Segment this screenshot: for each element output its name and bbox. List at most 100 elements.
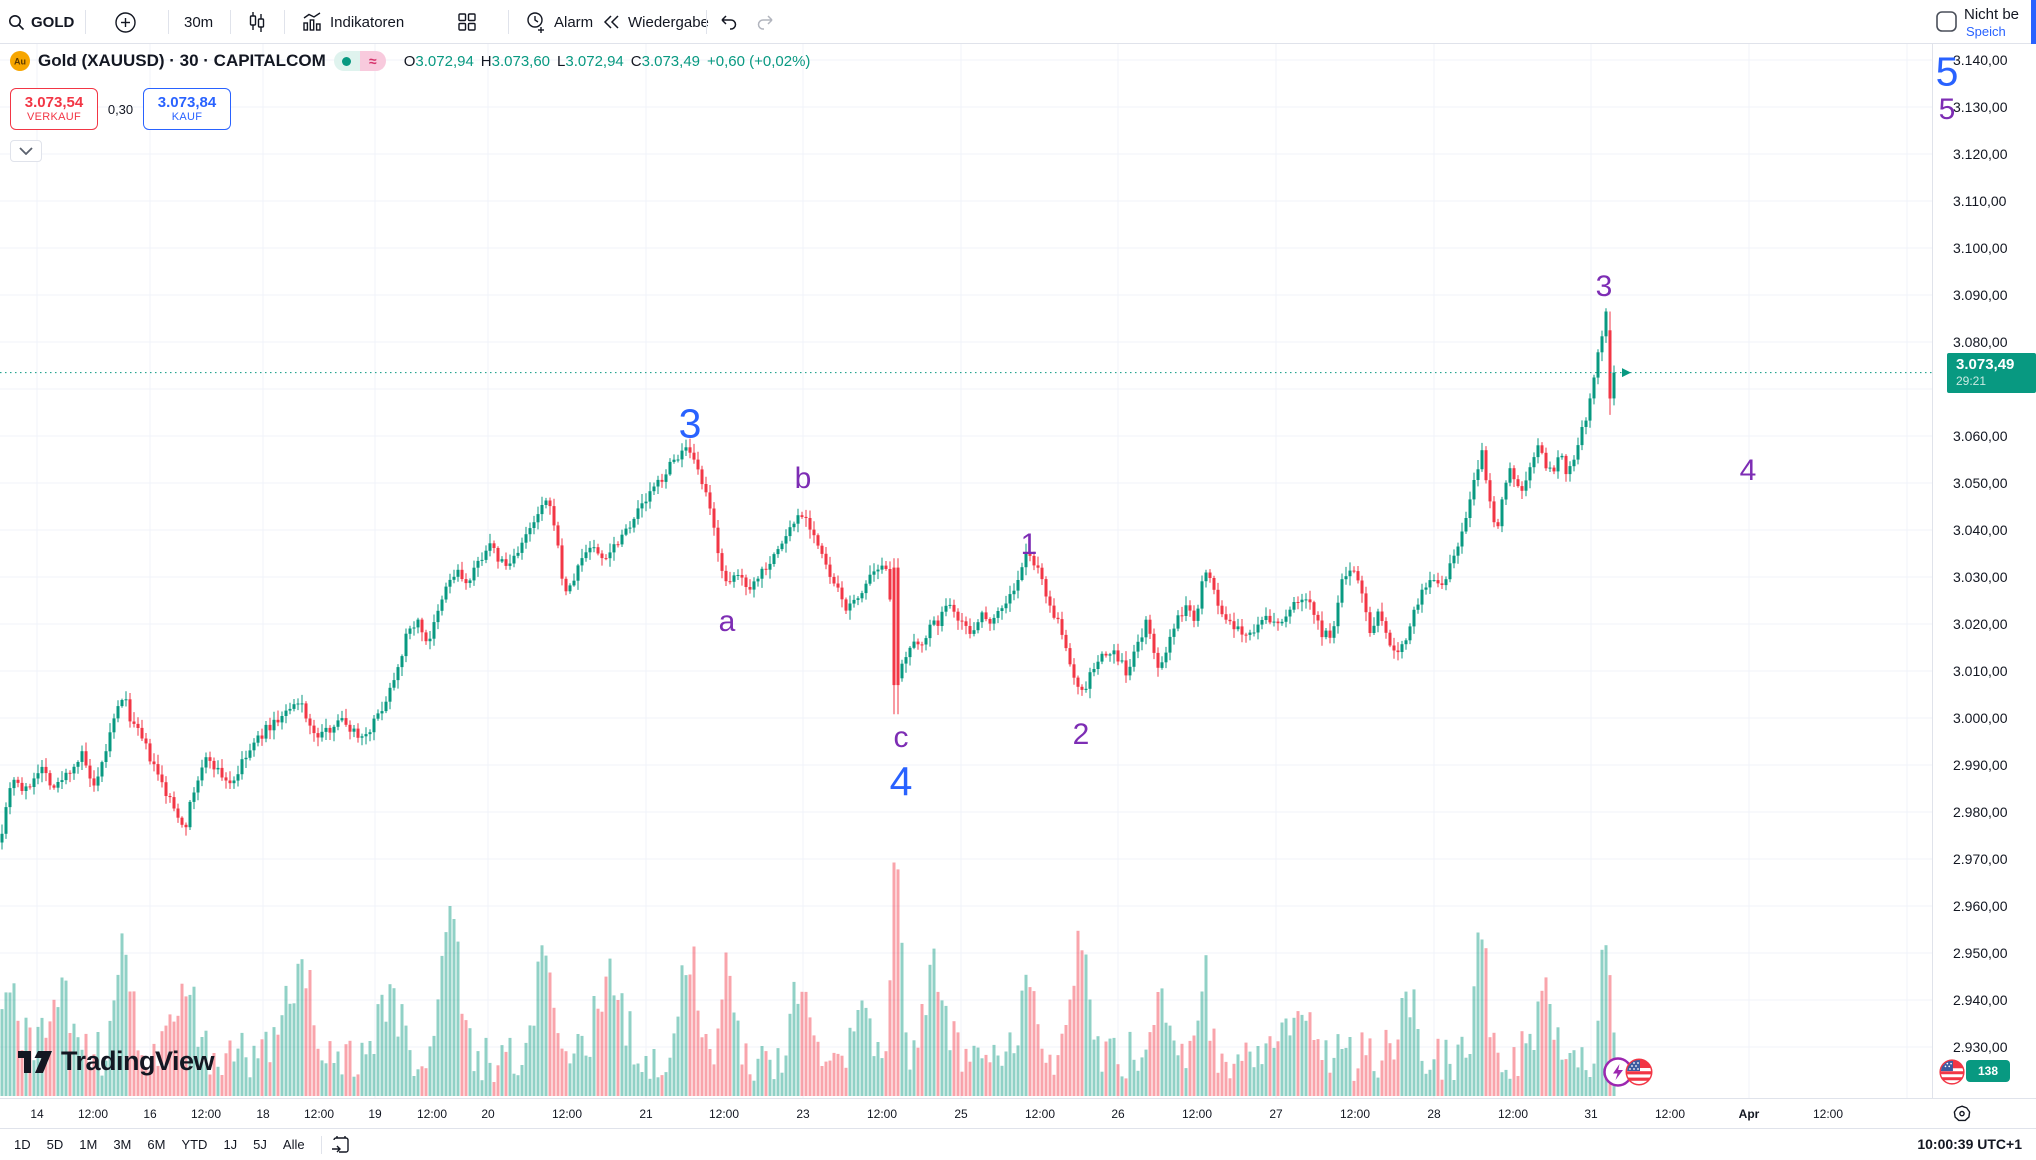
time-tick-hour: 12:00 bbox=[416, 1107, 448, 1121]
time-axis[interactable]: 14 12:00 16 12:00 18 12:00 19 12:00 20 12:00 21 12:… bbox=[0, 1098, 2036, 1128]
time-tick-hour: 12:00 bbox=[551, 1107, 583, 1121]
time-tick-day: 16 bbox=[143, 1107, 157, 1121]
range-button-1J[interactable]: 1J bbox=[215, 1133, 245, 1156]
candlestick-style-icon bbox=[246, 11, 268, 33]
layout-name[interactable]: Nicht be bbox=[1964, 6, 2020, 23]
price-axis-border bbox=[1932, 44, 1933, 1098]
range-button-6M[interactable]: 6M bbox=[139, 1133, 173, 1156]
undo-button[interactable] bbox=[718, 0, 740, 44]
current-price-tag: 3.073,49 29:21 bbox=[1947, 352, 2036, 393]
interval-button[interactable]: 30m bbox=[184, 0, 213, 44]
alert-label: Alarm bbox=[554, 13, 594, 31]
close-value: 3.073,49 bbox=[641, 52, 700, 70]
us-flag-event-icon[interactable] bbox=[1624, 1057, 1654, 1092]
elliott-wave-label-5[interactable]: 5 bbox=[1938, 93, 1956, 126]
replay-button[interactable]: Wiedergabe bbox=[602, 0, 709, 44]
time-tick-day: 23 bbox=[796, 1107, 810, 1121]
range-button-5J[interactable]: 5J bbox=[245, 1133, 275, 1156]
symbol-search-button[interactable]: GOLD bbox=[8, 0, 74, 44]
elliott-wave-label-1[interactable]: 1 bbox=[1020, 528, 1038, 561]
chart-legend: Au Gold (XAUUSD) · 30 · CAPITALCOM ≈ O3.… bbox=[10, 48, 810, 74]
alert-button[interactable]: Alarm bbox=[524, 0, 593, 44]
toolbar-separator bbox=[706, 10, 707, 34]
legend-collapse-button[interactable] bbox=[10, 140, 42, 162]
news-count-badge[interactable]: 138 bbox=[1966, 1060, 2010, 1082]
alarm-clock-icon bbox=[524, 10, 548, 34]
range-button-Alle[interactable]: Alle bbox=[275, 1133, 313, 1156]
spread-value: 0,30 bbox=[107, 101, 134, 117]
price-tick-label: 3.110,00 bbox=[1953, 193, 2007, 209]
range-button-YTD[interactable]: YTD bbox=[173, 1133, 215, 1156]
buy-price: 3.073,84 bbox=[157, 94, 217, 111]
time-tick-hour: 12:00 bbox=[1654, 1107, 1686, 1121]
price-tick-label: 3.130,00 bbox=[1953, 99, 2008, 115]
bar-countdown: 29:21 bbox=[1956, 373, 1987, 388]
layout-grid-button[interactable] bbox=[456, 0, 478, 44]
range-button-5D[interactable]: 5D bbox=[39, 1133, 72, 1156]
indicators-button[interactable]: Indikatoren bbox=[300, 0, 404, 44]
buy-label: KAUF bbox=[171, 111, 203, 123]
sell-button[interactable]: 3.073,54 VERKAUF bbox=[10, 88, 98, 130]
redo-icon bbox=[754, 11, 776, 33]
time-tick-day: Apr bbox=[1738, 1107, 1760, 1121]
ohlc-values: O3.072,94 H3.073,60 L3.072,94 C3.073,49 … bbox=[403, 52, 811, 70]
layout-select-icon[interactable] bbox=[1934, 9, 1959, 34]
elliott-wave-label-4[interactable]: 4 bbox=[1739, 454, 1757, 487]
range-button-1D[interactable]: 1D bbox=[6, 1133, 39, 1156]
price-tick-label: 2.950,00 bbox=[1953, 945, 2008, 961]
time-tick-day: 20 bbox=[481, 1107, 495, 1121]
panel-edge-accent bbox=[2031, 0, 2036, 44]
us-flag-axis-icon[interactable] bbox=[1938, 1058, 1966, 1091]
compare-add-button[interactable] bbox=[114, 0, 137, 44]
price-tick-label: 2.990,00 bbox=[1953, 757, 2008, 773]
elliott-wave-label-b[interactable]: b bbox=[794, 462, 812, 495]
symbol-name: GOLD bbox=[31, 13, 75, 31]
grid-layout-icon bbox=[456, 11, 478, 33]
time-tick-hour: 12:00 bbox=[1812, 1107, 1844, 1121]
time-tick-day: 28 bbox=[1427, 1107, 1441, 1121]
search-icon bbox=[8, 14, 25, 31]
time-tick-hour: 12:00 bbox=[1497, 1107, 1529, 1121]
elliott-wave-label-a[interactable]: a bbox=[718, 605, 736, 638]
derived-data-icon: ≈ bbox=[359, 51, 386, 71]
elliott-wave-label-c[interactable]: c bbox=[893, 721, 909, 754]
symbol-title[interactable]: Gold (XAUUSD) · 30 · CAPITALCOM bbox=[38, 51, 326, 70]
time-tick-hour: 12:00 bbox=[190, 1107, 222, 1121]
axis-settings-gear-icon[interactable] bbox=[1952, 1104, 1972, 1129]
market-status-badge[interactable]: ≈ bbox=[333, 51, 386, 71]
toolbar-separator bbox=[85, 10, 86, 34]
tradingview-watermark[interactable]: TradingView bbox=[18, 1046, 215, 1077]
elliott-wave-label-2[interactable]: 2 bbox=[1072, 718, 1090, 751]
save-layout-link[interactable]: Speich bbox=[1966, 24, 2006, 39]
sell-price: 3.073,54 bbox=[24, 94, 84, 111]
price-tick-label: 2.940,00 bbox=[1953, 992, 2008, 1008]
price-tick-label: 3.060,00 bbox=[1953, 428, 2008, 444]
go-to-date-icon[interactable] bbox=[330, 1134, 352, 1156]
chart-style-button[interactable] bbox=[246, 0, 268, 44]
price-tick-label: 3.030,00 bbox=[1953, 569, 2008, 585]
toolbar-separator bbox=[230, 10, 231, 34]
toolbar-separator bbox=[284, 10, 285, 34]
clock-timezone[interactable]: 10:00:39 UTC+1 bbox=[1917, 1136, 2022, 1152]
range-button-3M[interactable]: 3M bbox=[105, 1133, 139, 1156]
current-price: 3.073,49 bbox=[1956, 355, 2015, 373]
chevron-down-icon bbox=[19, 147, 33, 155]
time-tick-day: 31 bbox=[1584, 1107, 1598, 1121]
price-tick-label: 3.100,00 bbox=[1953, 240, 2008, 256]
redo-button[interactable] bbox=[754, 0, 776, 44]
price-axis[interactable]: 3.073,49 29:21 3.140,00 3.130,00 3.120,00 3… bbox=[1933, 44, 2036, 1098]
elliott-wave-label-5[interactable]: 5 bbox=[1935, 48, 1959, 95]
elliott-wave-label-3[interactable]: 3 bbox=[678, 400, 702, 447]
market-open-dot bbox=[333, 51, 360, 71]
elliott-wave-label-4[interactable]: 4 bbox=[889, 758, 913, 805]
buy-button[interactable]: 3.073,84 KAUF bbox=[143, 88, 231, 130]
time-tick-day: 18 bbox=[256, 1107, 270, 1121]
price-tick-label: 3.000,00 bbox=[1953, 710, 2008, 726]
low-value: 3.072,94 bbox=[565, 52, 624, 70]
top-toolbar: GOLD 30m bbox=[0, 0, 2036, 44]
interval-label: 30m bbox=[184, 13, 214, 31]
range-button-1M[interactable]: 1M bbox=[71, 1133, 105, 1156]
elliott-wave-label-3[interactable]: 3 bbox=[1595, 270, 1613, 303]
